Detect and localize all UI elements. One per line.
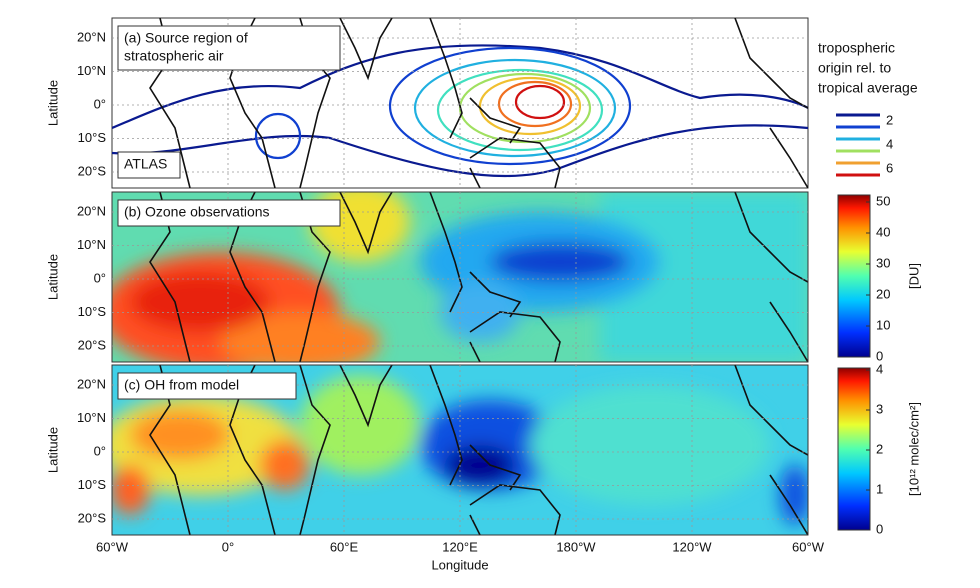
y-tick-label: 20°S <box>78 510 107 525</box>
colorbar-tick-label: 50 <box>876 193 890 208</box>
x-tick-label: 0° <box>222 539 234 554</box>
colorbar-tick-label: 0 <box>876 348 883 363</box>
legend-label: 6 <box>886 160 893 175</box>
x-tick-label: 120°E <box>442 539 478 554</box>
y-tick-label: 20°S <box>78 337 107 352</box>
panel-label: (b) Ozone observations <box>124 204 270 220</box>
colorbar-tick-label: 2 <box>876 441 883 456</box>
y-tick-label: 10°N <box>77 410 106 425</box>
y-tick-label: 0° <box>94 270 106 285</box>
x-tick-label: 60°W <box>96 539 129 554</box>
legend-title: origin rel. to <box>818 60 891 76</box>
legend-title: tropical average <box>818 80 918 96</box>
panel-label: (a) Source region of <box>124 30 248 46</box>
y-tick-label: 10°N <box>77 237 106 252</box>
x-tick-label: 180°W <box>556 539 596 554</box>
y-axis-label: Latitude <box>45 80 60 126</box>
y-axis-label: Latitude <box>45 254 60 300</box>
colorbar-tick-label: 3 <box>876 401 883 416</box>
colorbar-ozone <box>837 194 871 358</box>
y-tick-label: 0° <box>94 443 106 458</box>
y-tick-label: 10°N <box>77 63 106 78</box>
y-tick-label: 20°S <box>78 163 107 178</box>
legend-label: 2 <box>886 112 893 127</box>
colorbar-tick-label: 10 <box>876 317 890 332</box>
y-axis-label: Latitude <box>45 427 60 473</box>
panel-label-box <box>117 25 341 71</box>
y-tick-label: 10°S <box>78 304 107 319</box>
y-tick-label: 0° <box>94 96 106 111</box>
y-tick-label: 20°N <box>77 29 106 44</box>
y-tick-label: 10°S <box>78 477 107 492</box>
colorbar-tick-label: 1 <box>876 481 883 496</box>
panel-label: (c) OH from model <box>124 377 239 393</box>
x-tick-label: 60°E <box>330 539 359 554</box>
colorbar-tick-label: 40 <box>876 224 890 239</box>
x-tick-label: 120°W <box>672 539 712 554</box>
legend-lines <box>836 113 880 177</box>
legend-label: 4 <box>886 136 893 151</box>
colorbar-tick-label: 0 <box>876 521 883 536</box>
colorbar-unit: [10¹² molec/cm²] <box>906 402 921 496</box>
panel-label-box <box>117 199 341 227</box>
panel-label-box <box>117 372 297 400</box>
x-tick-label: 60°W <box>792 539 825 554</box>
colorbar-oh <box>837 367 871 531</box>
panel-label: stratospheric air <box>124 48 224 64</box>
colorbar-tick-label: 4 <box>876 361 883 376</box>
y-tick-label: 10°S <box>78 130 107 145</box>
legend-title: tropospheric <box>818 40 895 56</box>
inset-box <box>117 151 181 179</box>
colorbar-tick-label: 30 <box>876 255 890 270</box>
inset-label: ATLAS <box>124 156 167 172</box>
colorbar-tick-label: 20 <box>876 286 890 301</box>
y-tick-label: 20°N <box>77 376 106 391</box>
colorbar-unit: [DU] <box>906 263 921 289</box>
x-axis-label: Longitude <box>431 557 488 572</box>
y-tick-label: 20°N <box>77 203 106 218</box>
